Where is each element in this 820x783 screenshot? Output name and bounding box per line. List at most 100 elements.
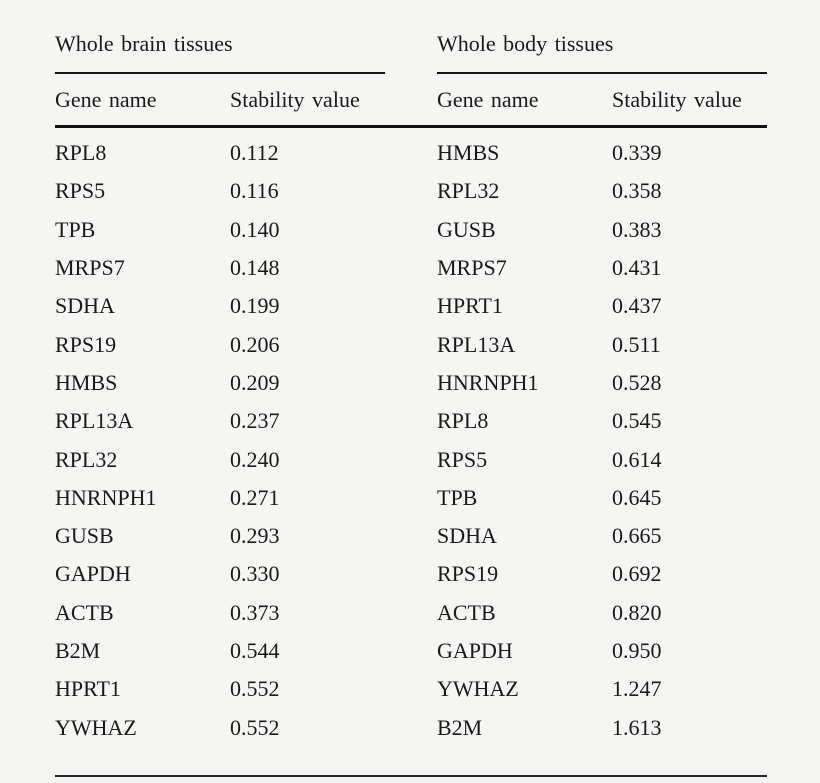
gene-name-cell: B2M (55, 638, 101, 663)
table-row: RPL32 0.240 (55, 440, 385, 478)
stability-value-cell: 0.665 (612, 523, 662, 549)
table-row: RPS19 0.692 (437, 555, 767, 593)
gene-name-cell: RPL32 (437, 178, 500, 204)
table-row: RPL13A 0.511 (437, 325, 767, 363)
gene-name-cell: YWHAZ (55, 714, 137, 740)
stability-value-cell: 1.247 (612, 676, 662, 702)
stability-value-cell: 0.820 (612, 599, 662, 625)
table-row: GAPDH 0.330 (55, 555, 385, 593)
stability-value-cell: 0.431 (612, 255, 662, 281)
gene-name-cell: ACTB (55, 599, 114, 625)
gene-name-cell: MRPS7 (437, 255, 507, 281)
table-row: TPB 0.140 (55, 211, 385, 249)
stability-value-cell: 0.950 (612, 638, 662, 663)
gene-name-cell: RPS19 (55, 331, 117, 357)
stability-value-cell: 0.692 (612, 561, 662, 587)
gene-name-cell: RPL8 (437, 408, 489, 434)
table-row: GAPDH 0.950 (437, 632, 767, 670)
gene-name-cell: MRPS7 (55, 255, 125, 281)
table-bottom-rule (55, 775, 767, 777)
gene-name-cell: RPS5 (437, 446, 488, 472)
body-rows: HMBS 0.339 RPL32 0.358 GUSB 0.383 MRPS7 … (437, 134, 767, 747)
stability-value-cell: 0.240 (230, 446, 280, 472)
stability-value-cell: 0.209 (230, 369, 280, 395)
brain-rows: RPL8 0.112 RPS5 0.116 TPB 0.140 MRPS7 0.… (55, 134, 385, 747)
stability-value-cell: 0.552 (230, 676, 280, 702)
table-row: YWHAZ 0.552 (55, 708, 385, 746)
gene-name-cell: RPS5 (55, 178, 106, 204)
gene-name-cell: TPB (437, 484, 478, 510)
gene-name-cell: RPL8 (55, 140, 107, 166)
gene-name-cell: HMBS (437, 140, 500, 166)
gene-name-cell: HMBS (55, 369, 118, 395)
stability-value-cell: 0.199 (230, 293, 280, 319)
table-row: GUSB 0.293 (55, 517, 385, 555)
gene-name-cell: HPRT1 (437, 293, 503, 319)
gene-name-cell: YWHAZ (437, 676, 519, 702)
column-header-gene-name: Gene name (55, 86, 157, 112)
stability-table: Whole brain tissues Whole body tissues G… (55, 0, 767, 747)
column-header-gene-name: Gene name (437, 86, 539, 112)
group-header-row: Whole brain tissues Whole body tissues (55, 0, 767, 74)
table-row: MRPS7 0.148 (55, 249, 385, 287)
table-row: RPL32 0.358 (437, 172, 767, 210)
table-row: HMBS 0.209 (55, 364, 385, 402)
stability-value-cell: 0.528 (612, 369, 662, 395)
header-divider-rule (55, 125, 767, 128)
table-row: MRPS7 0.431 (437, 249, 767, 287)
table-row: ACTB 0.373 (55, 594, 385, 632)
gene-name-cell: GAPDH (437, 638, 513, 663)
stability-value-cell: 0.373 (230, 599, 280, 625)
gene-name-cell: RPS19 (437, 561, 499, 587)
column-headers-brain: Gene name Stability value (55, 74, 385, 125)
gene-name-cell: HPRT1 (55, 676, 121, 702)
gene-name-cell: SDHA (55, 293, 115, 319)
stability-value-cell: 0.206 (230, 331, 280, 357)
column-headers-body: Gene name Stability value (437, 74, 767, 125)
stability-value-cell: 0.330 (230, 561, 280, 587)
stability-value-cell: 0.614 (612, 446, 662, 472)
table-row: RPL8 0.112 (55, 134, 385, 172)
stability-value-cell: 0.544 (230, 638, 280, 663)
stability-value-cell: 0.148 (230, 255, 280, 281)
table-row: RPS19 0.206 (55, 325, 385, 363)
stability-value-cell: 0.237 (230, 408, 280, 434)
gene-name-cell: GUSB (437, 216, 496, 242)
table-row: GUSB 0.383 (437, 211, 767, 249)
table-row: RPL13A 0.237 (55, 402, 385, 440)
table-row: HNRNPH1 0.528 (437, 364, 767, 402)
group-header-brain: Whole brain tissues (55, 0, 385, 74)
stability-value-cell: 0.112 (230, 140, 279, 166)
stability-value-cell: 0.339 (612, 140, 662, 166)
column-header-stability-value: Stability value (612, 86, 742, 112)
gene-name-cell: GAPDH (55, 561, 131, 587)
gene-name-cell: HNRNPH1 (55, 484, 157, 510)
stability-value-cell: 0.437 (612, 293, 662, 319)
stability-value-cell: 0.140 (230, 216, 280, 242)
table-row: HMBS 0.339 (437, 134, 767, 172)
table-row: YWHAZ 1.247 (437, 670, 767, 708)
group-header-body: Whole body tissues (437, 0, 767, 74)
gene-name-cell: B2M (437, 714, 483, 740)
table-row: HNRNPH1 0.271 (55, 479, 385, 517)
stability-value-cell: 0.383 (612, 216, 662, 242)
gene-name-cell: HNRNPH1 (437, 369, 539, 395)
table-row: SDHA 0.199 (55, 287, 385, 325)
gene-name-cell: SDHA (437, 523, 497, 549)
stability-value-cell: 0.511 (612, 331, 661, 357)
table-row: ACTB 0.820 (437, 594, 767, 632)
stability-value-cell: 0.545 (612, 408, 662, 434)
stability-value-cell: 0.645 (612, 484, 662, 510)
stability-value-cell: 1.613 (612, 714, 662, 740)
gene-name-cell: RPL13A (437, 331, 516, 357)
table-row: B2M 1.613 (437, 708, 767, 746)
stability-value-cell: 0.116 (230, 178, 279, 204)
stability-value-cell: 0.271 (230, 484, 280, 510)
table-row: SDHA 0.665 (437, 517, 767, 555)
table-row: B2M 0.544 (55, 632, 385, 670)
stability-value-cell: 0.293 (230, 523, 280, 549)
stability-value-cell: 0.552 (230, 714, 280, 740)
gene-name-cell: RPL32 (55, 446, 118, 472)
table-row: HPRT1 0.437 (437, 287, 767, 325)
